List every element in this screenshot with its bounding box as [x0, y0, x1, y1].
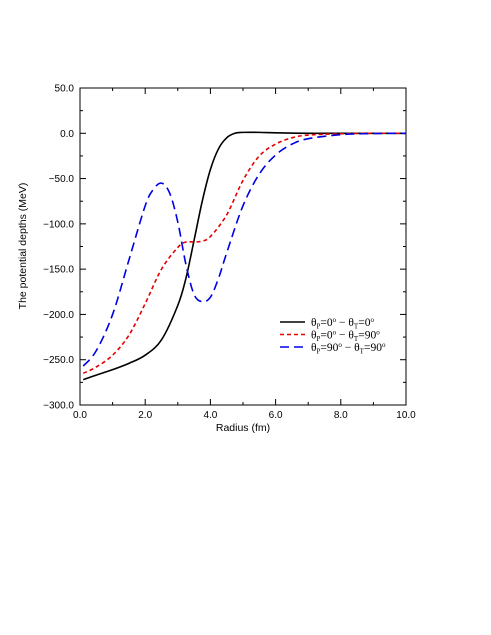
- x-tick-label: 4.0: [203, 410, 217, 421]
- y-tick-label: 50.0: [55, 84, 75, 95]
- legend-label: θP=0o − θT=90o: [311, 329, 380, 344]
- axis-ticks: [79, 87, 407, 406]
- y-tick-label: −50.0: [49, 174, 75, 185]
- x-tick-label: 2.0: [138, 410, 152, 421]
- x-tick-labels: 0.0 2.0 4.0 6.0 8.0 10.0: [73, 410, 416, 421]
- series-line-2: [82, 132, 407, 375]
- y-tick-label: −200.0: [43, 310, 74, 321]
- y-tick-label: 0.0: [60, 129, 74, 140]
- series-line-1: [82, 131, 406, 381]
- x-tick-label: 8.0: [334, 410, 348, 421]
- y-tick-label: −300.0: [43, 401, 74, 412]
- x-axis-label: Radius (fm): [216, 422, 270, 434]
- y-tick-label: −250.0: [43, 355, 74, 366]
- legend-label: θP=90o − θT=90o: [311, 341, 386, 356]
- series-line-3: [82, 132, 407, 367]
- series-lines: [82, 131, 407, 381]
- plot-frame: [79, 87, 407, 406]
- y-tick-label: −150.0: [43, 265, 74, 276]
- x-tick-label: 10.0: [396, 410, 416, 421]
- y-axis-label: The potential depths (MeV): [17, 183, 29, 310]
- legend-label: θP=0o − θT=0o: [311, 316, 374, 331]
- y-tick-label: −100.0: [43, 219, 74, 230]
- x-tick-label: 0.0: [73, 410, 87, 421]
- x-tick-label: 6.0: [269, 410, 283, 421]
- y-tick-labels: 50.0 0.0 −50.0 −100.0 −150.0 −200.0 −250.0 −300…: [43, 84, 74, 412]
